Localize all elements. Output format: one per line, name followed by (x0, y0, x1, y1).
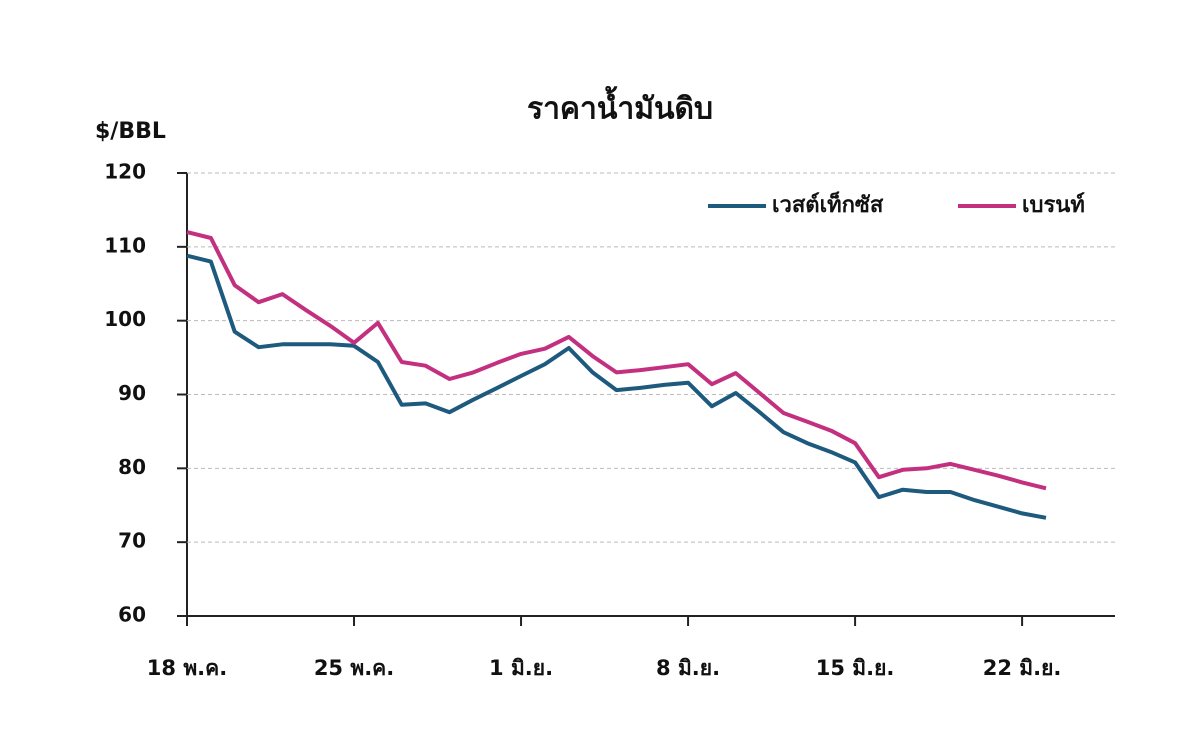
x-tick-label: 8 มิ.ย. (656, 656, 720, 680)
y-tick-label: 70 (118, 529, 146, 553)
x-tick-label: 18 พ.ค. (147, 656, 227, 680)
x-tick-label: 1 มิ.ย. (489, 656, 553, 680)
y-tick-label: 110 (104, 233, 146, 257)
x-tick-label: 25 พ.ค. (314, 656, 394, 680)
y-axis-label: $/BBL (95, 119, 166, 144)
y-tick-label: 120 (104, 160, 146, 184)
data-line (186, 253, 1047, 520)
y-tick-label: 100 (104, 307, 146, 331)
data-line (186, 230, 1047, 491)
chart-title: ราคาน้ำมันดิบ (527, 86, 713, 127)
legend-label: เบรนท์ (1022, 192, 1085, 218)
y-tick-label: 80 (118, 455, 146, 479)
x-tick-label: 22 มิ.ย. (983, 656, 1062, 680)
legend-label: เวสต์เท็กซัส (772, 190, 884, 218)
y-tick-label: 60 (118, 603, 146, 627)
x-tick-label: 15 มิ.ย. (816, 656, 895, 680)
y-tick-label: 90 (118, 381, 146, 405)
